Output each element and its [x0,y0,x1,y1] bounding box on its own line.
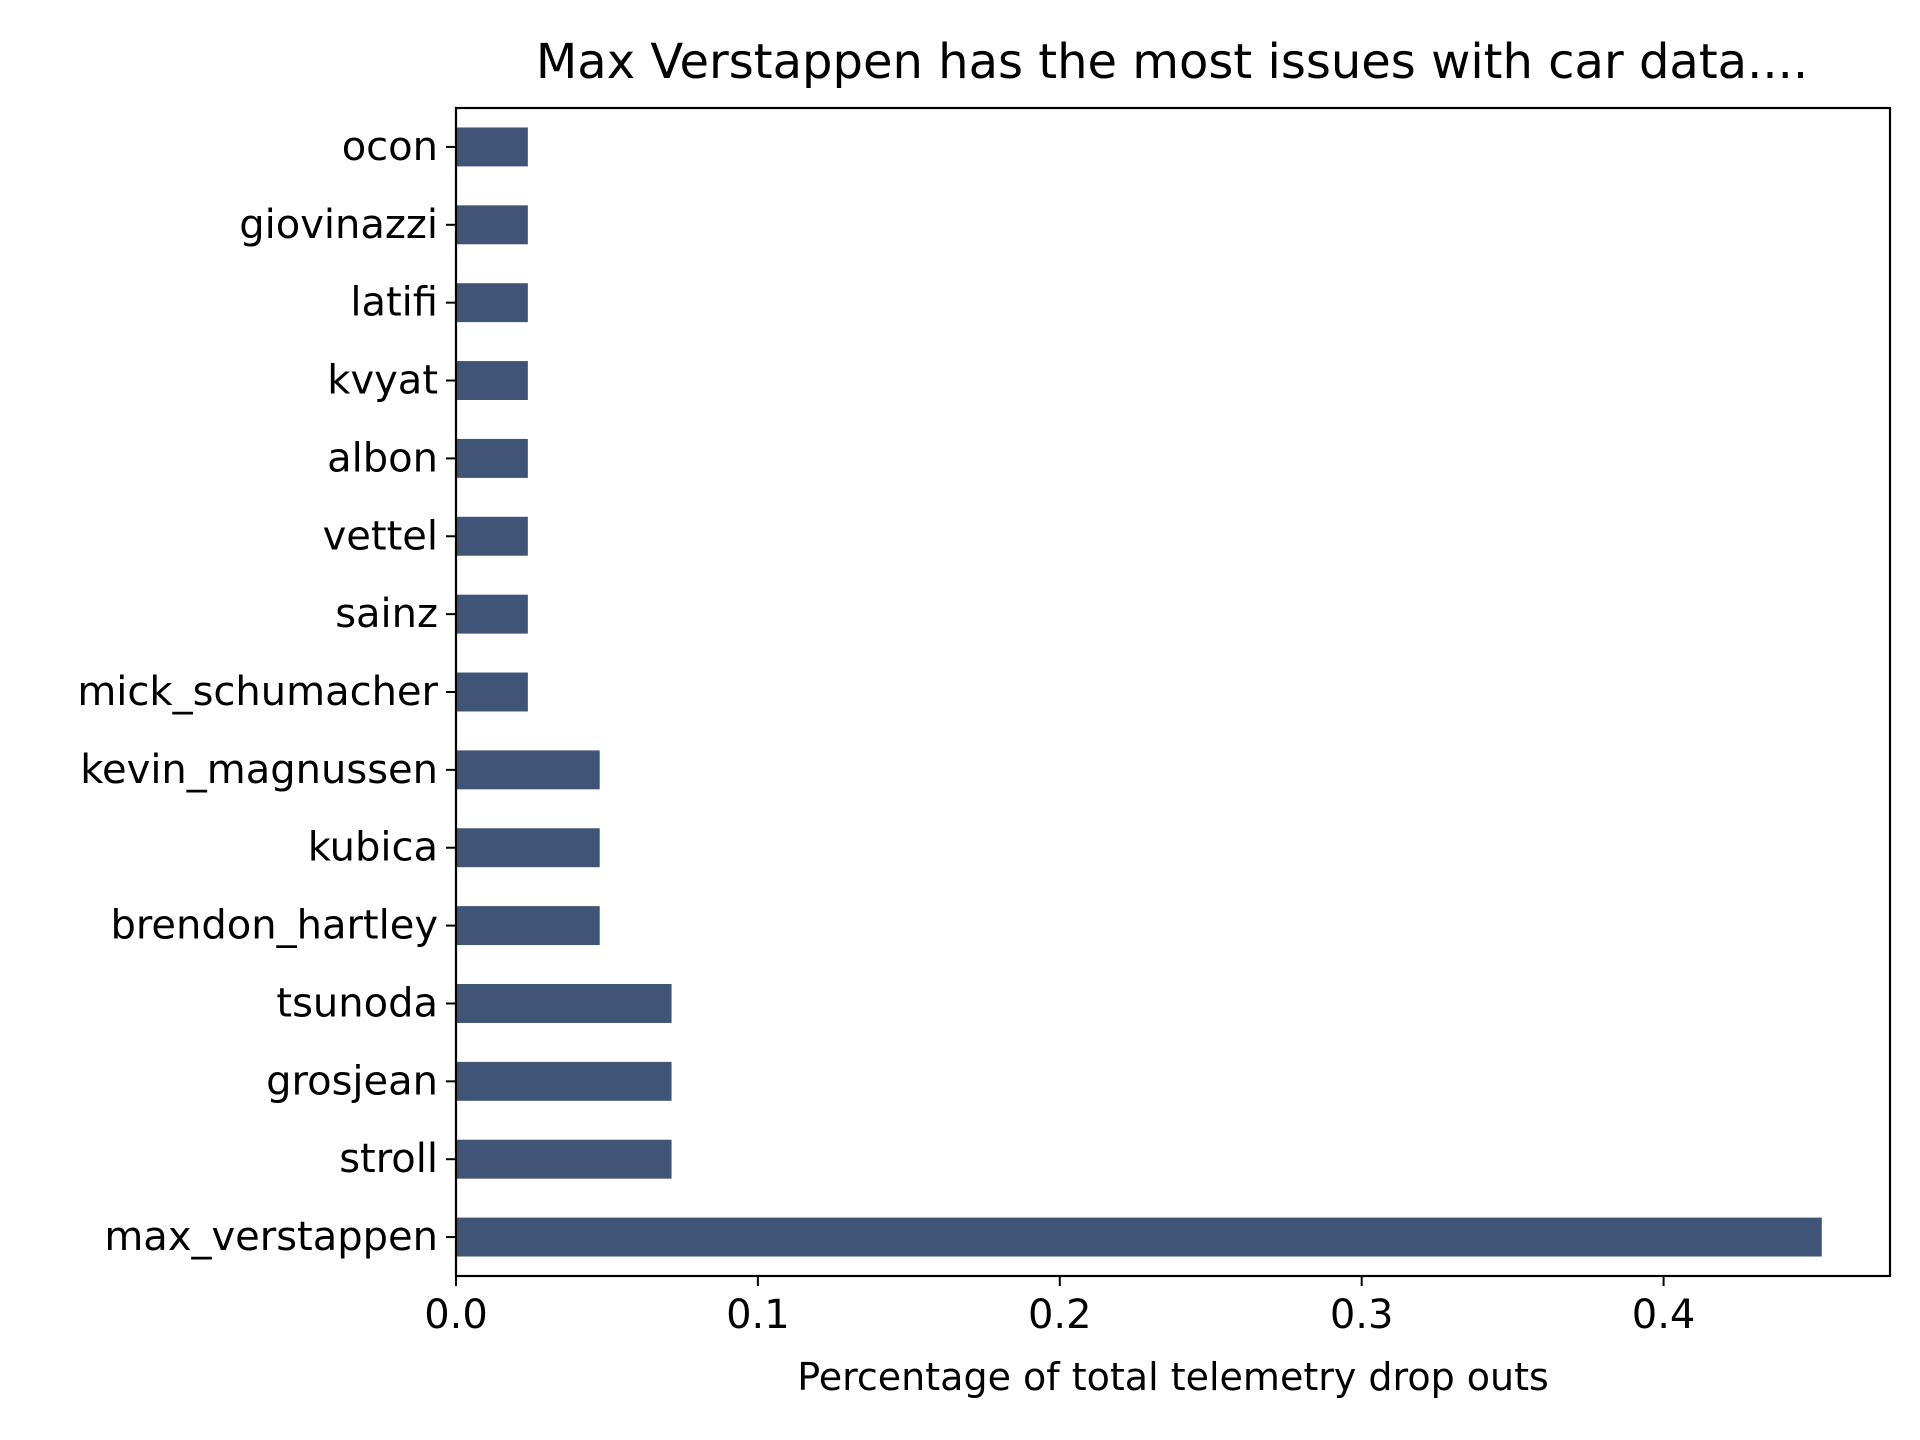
y-tick-label: latifi [350,280,438,326]
bars-group [456,127,1822,1257]
bar-kevin_magnussen [456,750,600,790]
y-tick-label: max_verstappen [104,1214,438,1260]
y-tick-label: vettel [323,513,438,559]
x-tick-label: 0.1 [726,1292,790,1338]
x-axis-label: Percentage of total telemetry drop outs [797,1355,1549,1399]
bar-kvyat [456,361,528,400]
x-tick-label: 0.3 [1330,1292,1394,1338]
y-tick-label: albon [327,435,438,481]
y-tick-label: mick_schumacher [77,669,438,715]
bar-giovinazzi [456,205,528,245]
bar-vettel [456,516,528,556]
bar-max_verstappen [456,1217,1822,1257]
bar-brendon_hartley [456,906,600,946]
y-tick-label: stroll [339,1136,438,1182]
bar-latifi [456,283,528,323]
bar-kubica [456,828,600,868]
x-tick-label: 0.4 [1632,1292,1696,1338]
bar-stroll [456,1139,672,1179]
bar-tsunoda [456,984,672,1023]
plot-frame [454,106,1892,1278]
y-tick-label: sainz [335,591,438,637]
y-tick-label: tsunoda [276,980,438,1026]
x-tick-label: 0.0 [424,1292,488,1338]
y-axis-ticks: ocon giovinazzi latifi kvyat albon vettel sain… [77,124,456,1260]
x-tick-label: 0.2 [1028,1292,1092,1338]
y-tick-label: kvyat [327,358,438,404]
bar-ocon [456,127,528,167]
y-tick-label: giovinazzi [239,202,438,248]
y-tick-label: brendon_hartley [110,903,438,949]
bar-grosjean [456,1061,672,1101]
bar-sainz [456,594,528,634]
chart-title: Max Verstappen has the most issues with … [536,34,1808,90]
y-tick-label: grosjean [266,1058,438,1104]
x-axis-ticks: 0.0 0.1 0.2 0.3 0.4 [424,1276,1695,1338]
y-tick-label: kevin_magnussen [80,747,438,793]
y-tick-label: kubica [308,825,438,871]
bar-mick_schumacher [456,672,528,712]
y-tick-label: ocon [342,124,438,170]
bar-albon [456,438,528,478]
